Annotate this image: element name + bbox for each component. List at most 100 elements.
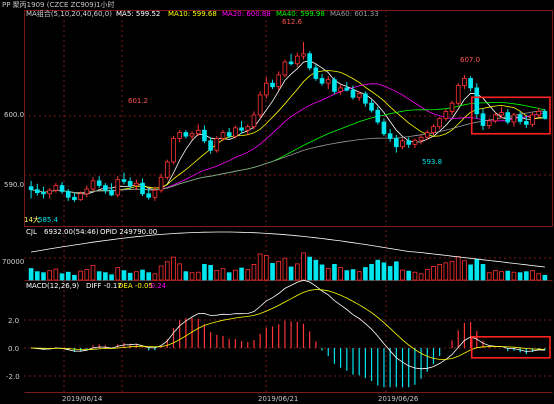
candle-body [152,189,158,198]
volume-bar [220,268,226,281]
candle-body [171,138,176,163]
candle-body [462,78,467,86]
volume-bar [530,270,535,281]
low-label-2: 585.4 [38,216,59,224]
volume-bar [34,271,40,281]
candle-body [301,53,306,57]
candle-body [282,61,288,76]
candle-body [78,193,83,201]
volume-bar [294,263,300,281]
candle-body [183,132,189,137]
candle-body [387,133,393,139]
chart-title: PP 聚丙1909 (CZCE ZC909) [2,1,97,9]
opid-line [31,231,545,268]
candle-body [332,79,337,92]
candle-body [400,140,405,148]
candle-body [542,111,548,119]
volume-bar [542,274,548,281]
candle-body [134,182,139,186]
volume-bar [183,271,189,281]
macd-highlight [470,335,551,359]
macd-tick-0: 0.0 [8,345,19,353]
ma-legend-title: MA组合(5,10,20,40,60,0) [26,9,112,18]
trough-label: 593.8 [422,158,442,166]
ma10-value: MA10: 599.68 [168,10,217,18]
volume-bar [41,272,46,281]
highlight-boxes [470,96,551,359]
volume-title: CJL [26,228,37,236]
macd-legend: MACD(12,26,9) DIFF -0.17 DEA -0.05 -0.24 [26,282,167,290]
price-highlight [470,96,551,135]
candle-body [127,181,133,186]
candle-body [202,129,207,142]
macd-title: MACD(12,26,9) [26,282,79,290]
candle-body [536,111,542,116]
volume-bar [84,269,90,281]
candle-body [47,189,52,195]
candle-body [288,61,294,65]
volume-bar [406,270,412,281]
candle-body [363,93,368,104]
volume-bar [381,262,387,281]
volume-bar [140,269,145,281]
volume-bar [115,267,121,281]
volume-bar [164,261,170,281]
volume-bar [28,268,34,281]
candle-body [455,85,461,104]
candle-body [96,180,102,186]
candle-body [189,133,195,137]
candle-body [499,112,504,116]
candle-body [251,114,257,128]
candle-body [59,185,65,192]
volume-bar [251,263,257,281]
volume-bar [517,272,523,281]
candle-body [369,102,374,111]
volume-bar [72,274,77,281]
volume-bar [53,268,59,281]
period-label: 1小时 [96,0,114,9]
volume-bar [325,268,331,281]
candle-body [220,132,226,139]
volume-bar [245,269,251,281]
volume-bar [134,271,139,281]
candle-body [214,138,220,151]
opid-value: OPID 249790.00 [100,228,157,236]
candle-body [449,102,455,112]
volume-bar [319,264,325,281]
volume-bar [486,272,492,281]
volume-bar [356,271,362,281]
ma5-value: MA5: 599.52 [116,10,160,18]
candle-body [486,120,492,126]
candle-body [424,132,430,138]
volume-bar [90,265,96,281]
macd-value: -0.24 [148,282,167,290]
volume-bar [270,262,275,281]
candle-body [276,74,282,88]
candle-body [158,176,164,191]
candle-body [344,87,350,91]
candle-body [140,182,145,195]
volume-bar [400,269,405,281]
candle-body [270,82,275,88]
macd-tick-2: 2.0 [8,317,19,325]
candle-body [319,78,325,84]
candle-body [164,161,170,178]
macd-tick-neg2: -2.0 [6,373,20,381]
diff-line [31,279,545,370]
volume-bar [226,272,232,281]
volume-bar [387,266,393,281]
candles [28,42,548,202]
candle-body [146,193,152,198]
candle-body [103,185,108,191]
candle-body [530,114,535,125]
ma20-value: MA20: 600.88 [222,10,271,18]
volume-bar [344,270,350,281]
candle-body [493,114,498,122]
volume-legend: CJL 6932.00(54:46) OPID 249790.00 [26,228,157,236]
candle-body [406,140,412,145]
candle-body [294,55,300,65]
candle-body [350,89,356,98]
volume-bar [195,271,201,281]
candle-body [511,114,517,123]
